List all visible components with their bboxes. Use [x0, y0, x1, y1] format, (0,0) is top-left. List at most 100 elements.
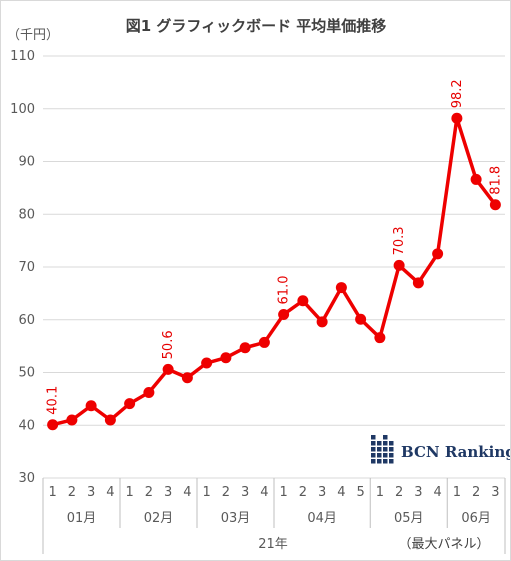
y-tick-label: 110: [10, 49, 35, 64]
data-point: [374, 332, 386, 344]
x-tick-label: 4: [433, 485, 441, 500]
data-point: [297, 295, 309, 307]
chart-title: 図1 グラフィックボード 平均単価推移: [126, 17, 387, 35]
data-point: [47, 419, 59, 431]
x-tick-label: 1: [48, 485, 56, 500]
bcn-logo-mark-icon: [371, 435, 394, 464]
data-point: [355, 313, 367, 325]
x-tick-label: 3: [414, 485, 422, 500]
x-tick-label: 3: [241, 485, 249, 500]
x-tick-label: 3: [491, 485, 499, 500]
logo-block: [389, 459, 394, 464]
logo-block: [371, 441, 376, 446]
logo-block: [383, 441, 388, 446]
x-tick-label: 3: [87, 485, 95, 500]
x-tick-label: 2: [299, 485, 307, 500]
logo-block: [371, 459, 376, 464]
month-label: 01月: [67, 511, 97, 526]
logo-block: [377, 459, 382, 464]
y-unit-label: （千円）: [7, 28, 59, 43]
x-tick-label: 3: [318, 485, 326, 500]
y-axis-ticks: 30 40 50 60 70 80 90 100 110: [10, 49, 35, 486]
y-tick-label: 100: [10, 102, 35, 117]
series-line: [52, 116, 497, 427]
data-point: [66, 414, 78, 426]
y-tick-label: 40: [18, 418, 35, 433]
y-tick-label: 60: [18, 313, 35, 328]
logo-block: [383, 459, 388, 464]
x-tick-label: 3: [164, 485, 172, 500]
bcn-logo-text: BCN Ranking: [401, 443, 510, 461]
data-point: [489, 199, 501, 211]
x-tick-label: 4: [183, 485, 191, 500]
data-point: [470, 173, 482, 185]
logo-block: [377, 453, 382, 458]
data-label: 61.0: [277, 276, 292, 305]
logo-block: [371, 435, 376, 440]
gridlines: [43, 55, 505, 479]
logo-block: [383, 453, 388, 458]
x-tick-label: 4: [106, 485, 114, 500]
data-point: [124, 398, 136, 410]
x-tick-label: 4: [260, 485, 268, 500]
data-point: [451, 112, 463, 124]
x-tick-label: 5: [356, 485, 364, 500]
y-tick-label: 70: [18, 260, 35, 275]
data-label: 50.6: [161, 330, 176, 359]
data-label: 40.1: [46, 386, 61, 415]
data-point: [258, 336, 270, 348]
logo-block: [389, 447, 394, 452]
x-tick-label: 2: [145, 485, 153, 500]
data-point: [335, 282, 347, 294]
month-label: 04月: [307, 511, 337, 526]
bcn-logo: BCN Ranking: [371, 435, 510, 464]
x-tick-label: 1: [453, 485, 461, 500]
data-point: [181, 372, 193, 384]
note-label: （最大パネル）: [398, 537, 489, 552]
month-label: 02月: [144, 511, 174, 526]
data-point: [239, 342, 251, 354]
data-label: 98.2: [450, 79, 465, 108]
data-point: [104, 414, 116, 426]
data-point: [278, 308, 290, 320]
y-tick-label: 50: [18, 366, 35, 381]
x-tick-label: 2: [472, 485, 480, 500]
data-point: [393, 259, 405, 271]
y-tick-label: 80: [18, 207, 35, 222]
y-tick-label: 30: [18, 471, 35, 486]
logo-block: [389, 453, 394, 458]
data-label: 81.8: [488, 166, 503, 195]
data-point: [412, 277, 424, 289]
month-label: 03月: [221, 511, 251, 526]
month-label: 06月: [461, 511, 491, 526]
logo-block: [371, 447, 376, 452]
year-label: 21年: [258, 537, 288, 552]
x-tick-label: 1: [125, 485, 133, 500]
month-label: 05月: [394, 511, 424, 526]
data-point: [220, 352, 232, 364]
logo-block: [377, 441, 382, 446]
x-tick-label: 2: [222, 485, 230, 500]
x-tick-label: 1: [279, 485, 287, 500]
data-label: 70.3: [392, 226, 407, 255]
x-tick-label: 2: [68, 485, 76, 500]
x-tick-label: 1: [376, 485, 384, 500]
x-tick-label: 4: [337, 485, 345, 500]
data-point: [162, 363, 174, 375]
logo-block: [389, 441, 394, 446]
data-point: [432, 248, 444, 260]
x-tick-label: 1: [202, 485, 210, 500]
logo-block: [383, 435, 388, 440]
logo-block: [383, 447, 388, 452]
data-point: [85, 400, 97, 412]
x-tick-label: 2: [395, 485, 403, 500]
data-point: [201, 357, 213, 369]
data-labels: 40.1 50.6 61.0 70.3 98.2 81.8: [46, 79, 504, 414]
data-point: [316, 316, 328, 328]
y-tick-label: 90: [18, 155, 35, 170]
data-point: [143, 387, 155, 399]
series-layer: [47, 112, 501, 431]
